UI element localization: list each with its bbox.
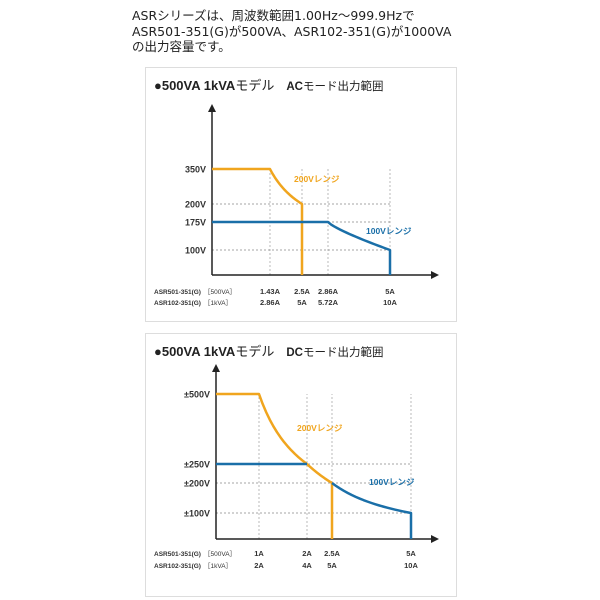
model-label: ASR102-351(G) — [154, 300, 201, 307]
series-line-0 — [216, 392, 334, 539]
x-tick-label: 4A — [302, 561, 312, 570]
capacity-label: ［1kVA］ — [204, 562, 232, 570]
y-tick-label: 175V — [185, 218, 206, 228]
x-tick-label: 10A — [383, 298, 397, 307]
y-tick-label: 200V — [185, 200, 206, 210]
x-axis-arrow-icon — [431, 535, 439, 543]
dc-mode-chart: ●500VA 1kVAモデル DCモード出力範囲 ±500V ±250V ±200V ±1… — [154, 344, 439, 570]
series-line-0 — [212, 167, 304, 275]
y-tick-label: ±500V — [184, 390, 210, 400]
x-tick-label: 2.5A — [294, 287, 310, 296]
series-label: 200Vレンジ — [294, 174, 340, 184]
model-label: ASR501-351(G) — [154, 551, 201, 558]
x-tick-label: 2A — [302, 549, 312, 558]
series-label: 200Vレンジ — [297, 423, 343, 433]
capacity-label: ［500VA］ — [204, 550, 236, 558]
intro-line: ASR501-351(G)が500VA、ASR102-351(G)が1000VA — [132, 23, 452, 39]
y-tick-label: 100V — [185, 246, 206, 256]
x-tick-label: 5A — [385, 287, 395, 296]
x-tick-label: 2.5A — [324, 549, 340, 558]
x-tick-label: 5A — [406, 549, 416, 558]
y-tick-label: 350V — [185, 165, 206, 175]
capacity-label: ［500VA］ — [204, 288, 236, 296]
x-tick-label: 2.86A — [318, 287, 339, 296]
series-label: 100Vレンジ — [366, 226, 412, 236]
x-tick-label: 5A — [327, 561, 337, 570]
x-tick-label: 5.72A — [318, 298, 339, 307]
series-line-1 — [212, 220, 392, 275]
ac-mode-chart: ●500VA 1kVAモデル ACモード出力範囲 350V 200V 175V 100V A… — [154, 78, 439, 307]
intro-line: の出力容量です。 — [132, 39, 231, 54]
chart-title: ●500VA 1kVAモデル DCモード出力範囲 — [154, 344, 383, 359]
series-label: 100Vレンジ — [369, 477, 415, 487]
y-tick-label: ±250V — [184, 460, 210, 470]
x-tick-label: 5A — [297, 298, 307, 307]
y-tick-label: ±100V — [184, 509, 210, 519]
intro-text: ASRシリーズは、周波数範囲1.00Hz～999.9Hzで ASR501-351… — [132, 8, 451, 55]
chart-title: ●500VA 1kVAモデル ACモード出力範囲 — [154, 78, 383, 93]
capacity-label: ［1kVA］ — [204, 299, 232, 307]
series-line-1 — [331, 481, 413, 539]
x-tick-label: 2.86A — [260, 298, 281, 307]
ac-mode-chart-panel: ●500VA 1kVAモデル ACモード出力範囲 350V 200V 175V 100V A… — [145, 67, 457, 322]
model-label: ASR102-351(G) — [154, 563, 201, 570]
x-tick-label: 1.43A — [260, 287, 281, 296]
x-axis-arrow-icon — [431, 271, 439, 279]
x-tick-label: 10A — [404, 561, 418, 570]
y-tick-label: ±200V — [184, 479, 210, 489]
y-axis-arrow-icon — [208, 104, 216, 112]
y-axis-arrow-icon — [212, 364, 220, 372]
model-label: ASR501-351(G) — [154, 289, 201, 296]
x-tick-label: 2A — [254, 561, 264, 570]
x-tick-label: 1A — [254, 549, 264, 558]
intro-line: ASRシリーズは、周波数範囲1.00Hz～999.9Hzで — [132, 8, 415, 23]
dc-mode-chart-panel: ●500VA 1kVAモデル DCモード出力範囲 ±500V ±250V ±200V ±1… — [145, 333, 457, 597]
